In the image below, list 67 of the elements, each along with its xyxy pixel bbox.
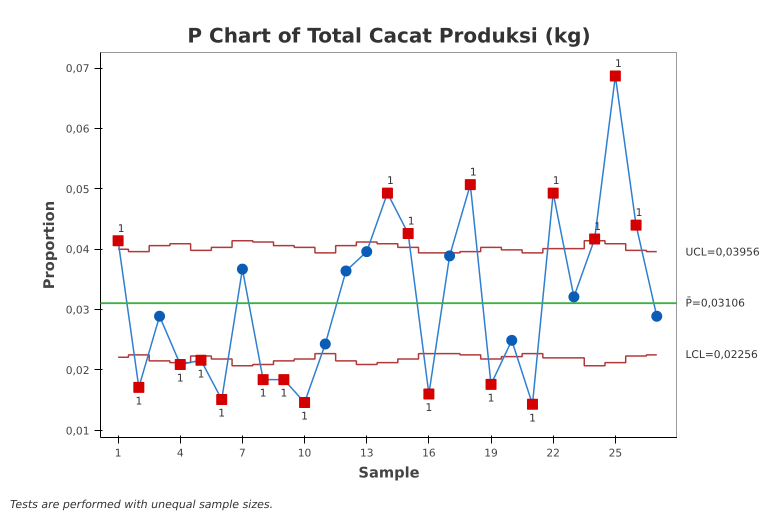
annotation: 1 xyxy=(425,401,432,414)
annotation: 1 xyxy=(118,222,124,235)
point xyxy=(568,291,580,302)
point xyxy=(133,382,144,393)
annotation: 1 xyxy=(260,386,267,400)
point xyxy=(486,378,497,390)
point xyxy=(610,70,621,82)
point xyxy=(548,188,559,199)
annotation: 1 xyxy=(135,394,142,408)
annotation: 1 xyxy=(387,174,394,188)
annotation: 1 xyxy=(218,406,226,420)
point xyxy=(299,397,310,408)
point xyxy=(258,374,269,386)
x-tick-label: 22 xyxy=(546,446,560,460)
point xyxy=(651,310,662,322)
text: Tests are performed with unequal sample sizes. xyxy=(10,498,274,511)
y-axis-title: Proportion xyxy=(40,200,58,290)
y-tick-label: 0,05 xyxy=(66,182,90,196)
point xyxy=(526,398,538,410)
point xyxy=(444,250,456,262)
x-tick-label: 7 xyxy=(239,446,246,460)
point xyxy=(174,358,186,370)
point xyxy=(589,233,600,244)
y-tick-label: 0,03 xyxy=(66,304,90,317)
y-tick-label: 0,07 xyxy=(66,62,90,76)
annotation: UCL=0,03956 xyxy=(686,245,760,258)
annotation: 1 xyxy=(614,57,622,70)
x-tick-label: 4 xyxy=(176,446,184,460)
point xyxy=(236,264,248,275)
annotation: 1 xyxy=(280,386,288,400)
point xyxy=(361,246,372,258)
annotation: LCL=0,02256 xyxy=(686,348,758,361)
point xyxy=(382,188,393,199)
point xyxy=(423,388,434,400)
point xyxy=(402,228,414,240)
point xyxy=(630,220,642,231)
point xyxy=(506,334,518,346)
point xyxy=(216,394,228,405)
annotation: 1 xyxy=(552,174,560,188)
x-tick-label: 19 xyxy=(484,446,498,460)
point xyxy=(154,310,166,322)
x-axis-title: Sample xyxy=(358,464,420,482)
chart-title: P Chart of Total Cacat Produksi (kg) xyxy=(187,24,591,48)
point xyxy=(195,354,206,366)
point xyxy=(112,235,124,246)
annotation: 1 xyxy=(198,367,204,380)
point xyxy=(340,265,352,276)
y-tick-label: 0,01 xyxy=(66,424,90,438)
x-tick-label: 10 xyxy=(298,446,312,460)
x-tick-label: 13 xyxy=(360,446,374,460)
annotation: 1 xyxy=(529,411,536,424)
annotation: 1 xyxy=(488,391,494,404)
x-tick-label: 16 xyxy=(422,446,436,460)
annotation: 1 xyxy=(636,206,642,220)
point xyxy=(320,338,331,350)
annotation: 1 xyxy=(176,371,184,384)
ref-line-label: P̄=0,03106 xyxy=(686,296,746,310)
annotation: 1 xyxy=(301,410,308,422)
annotation: 1 xyxy=(408,214,415,228)
y-tick-label: 0,06 xyxy=(66,122,90,136)
annotation: 1 xyxy=(470,166,477,179)
point xyxy=(278,374,290,386)
point xyxy=(464,179,476,190)
x-tick-label: 25 xyxy=(608,446,622,460)
y-tick-label: 0,02 xyxy=(66,364,90,377)
x-tick-label: 1 xyxy=(114,446,122,460)
y-tick-label: 0,04 xyxy=(66,243,90,256)
